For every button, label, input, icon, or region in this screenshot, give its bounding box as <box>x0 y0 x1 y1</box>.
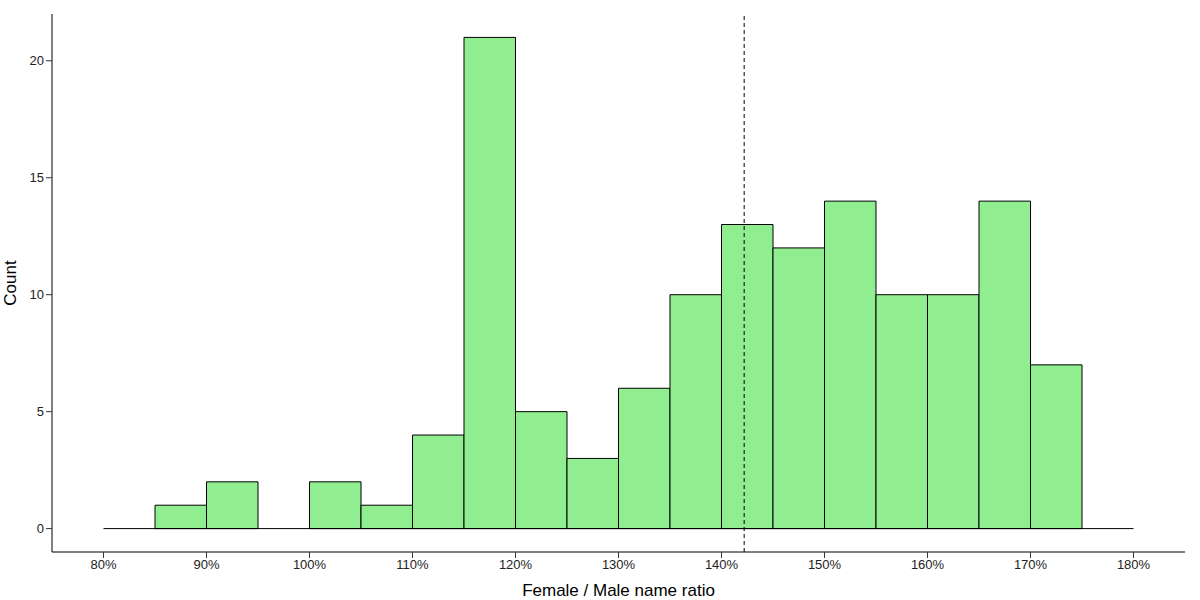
svg-text:0: 0 <box>37 521 44 536</box>
svg-text:130%: 130% <box>602 557 636 572</box>
svg-text:170%: 170% <box>1014 557 1048 572</box>
svg-text:Count: Count <box>8 260 20 306</box>
svg-text:20: 20 <box>30 53 44 68</box>
svg-text:15: 15 <box>30 170 44 185</box>
svg-text:100%: 100% <box>293 557 327 572</box>
svg-text:160%: 160% <box>911 557 945 572</box>
svg-text:110%: 110% <box>396 557 429 572</box>
svg-text:140%: 140% <box>705 557 739 572</box>
svg-text:10: 10 <box>30 287 44 302</box>
svg-text:5: 5 <box>37 404 44 419</box>
svg-text:80%: 80% <box>90 557 116 572</box>
svg-text:Female / Male name ratio: Female / Male name ratio <box>522 581 715 600</box>
svg-text:180%: 180% <box>1117 557 1151 572</box>
svg-text:120%: 120% <box>499 557 533 572</box>
svg-text:90%: 90% <box>193 557 219 572</box>
svg-text:150%: 150% <box>808 557 842 572</box>
